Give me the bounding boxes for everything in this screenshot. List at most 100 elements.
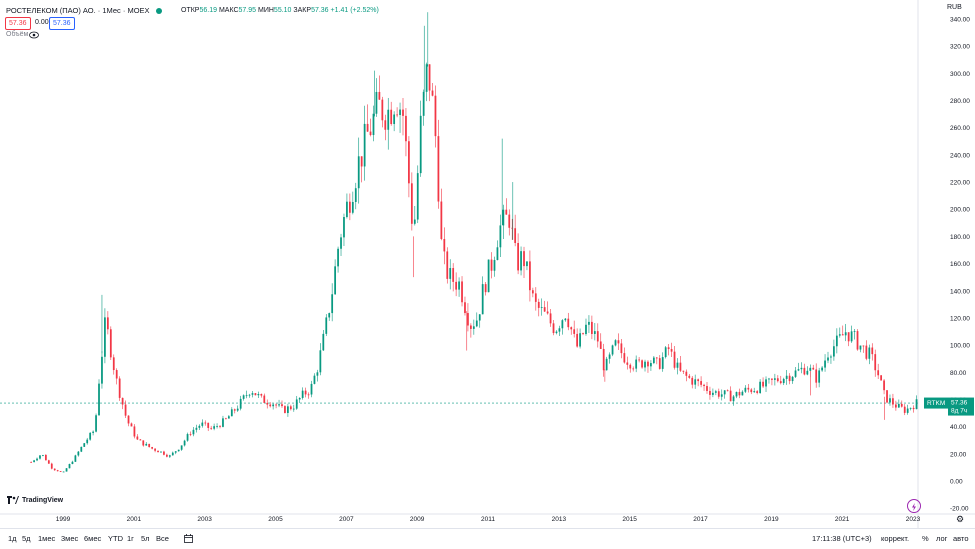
candle-body <box>644 361 646 368</box>
candle-body <box>334 266 337 295</box>
candle-body <box>422 91 425 116</box>
candle-body <box>573 329 576 334</box>
close-value: 57.36 <box>311 7 329 14</box>
candle-body <box>821 367 823 371</box>
candle-body <box>570 327 573 330</box>
candle-body <box>443 239 446 252</box>
candle-body <box>723 390 726 395</box>
candle-body <box>906 408 909 413</box>
candle-body <box>776 378 779 382</box>
percent-button[interactable]: % <box>922 534 929 543</box>
candle-body <box>95 415 97 432</box>
candle-body <box>611 345 614 355</box>
timeframe-6m[interactable]: 6мес <box>84 534 102 543</box>
candle-body <box>115 370 118 379</box>
symbol-title[interactable]: РОСТЕЛЕКОМ (ПАО) АО. · 1Мес · MOEX <box>6 6 150 15</box>
candle-body <box>384 120 387 130</box>
candle-body <box>903 406 906 413</box>
candle-body <box>585 324 587 335</box>
timeframe-5d[interactable]: 5д <box>22 534 31 543</box>
timeframe-1d[interactable]: 1д <box>8 534 17 543</box>
timeframe-5y[interactable]: 5л <box>141 534 150 543</box>
candle-body <box>56 470 59 472</box>
candle-body <box>735 391 738 397</box>
candle-body <box>30 461 33 463</box>
time-axis[interactable]: 1999 2001 2003 2005 2007 2009 2011 2013 2015 2017… <box>56 516 921 523</box>
timeframe-all[interactable]: Все <box>156 534 169 543</box>
candle-body <box>794 370 797 377</box>
candle-body <box>768 378 770 380</box>
candle-body <box>803 367 806 375</box>
candle-body <box>307 394 310 396</box>
candle-body <box>348 201 351 213</box>
candle-body <box>331 294 334 314</box>
candle-body <box>788 375 791 382</box>
candle-body <box>284 406 286 413</box>
ohlc-readout: ОТКР56.19 МАКС57.95 МИН55.10 ЗАКР57.36 +… <box>181 4 379 18</box>
adjust-button[interactable]: коррект. <box>881 534 910 543</box>
candle-body <box>106 317 109 330</box>
last-price-text: 57.36 <box>951 400 968 407</box>
candle-body <box>195 427 198 430</box>
candle-body <box>714 391 717 393</box>
candle-body <box>706 386 708 391</box>
candle-body <box>614 340 617 346</box>
candle-body <box>511 227 514 229</box>
timeframe-1y[interactable]: 1г <box>127 534 134 543</box>
buy-button[interactable]: 57.36 <box>49 17 75 30</box>
candle-body <box>889 398 891 403</box>
candle-body <box>847 332 850 342</box>
candle-body <box>233 409 236 411</box>
flash-icon[interactable] <box>907 499 921 513</box>
sell-button[interactable]: 57.36 <box>5 17 31 30</box>
high-label: МАКС <box>218 7 239 14</box>
candle-body <box>664 347 667 358</box>
open-value: 56.19 <box>199 7 217 14</box>
candle-body <box>647 361 649 367</box>
timeframe-3m[interactable]: 3мес <box>61 534 79 543</box>
candle-body <box>593 331 596 334</box>
candle-body <box>785 375 788 379</box>
timeframe-1m[interactable]: 1мес <box>38 534 56 543</box>
candle-body <box>880 375 883 381</box>
candle-body <box>242 395 245 399</box>
candle-body <box>537 301 540 308</box>
low-label: МИН <box>258 7 274 14</box>
candle-body <box>502 209 505 226</box>
candle-body <box>499 225 502 248</box>
candle-body <box>180 445 183 450</box>
date-range-icon[interactable] <box>184 534 193 543</box>
candle-body <box>481 284 484 315</box>
candle-body <box>729 390 732 402</box>
candle-body <box>319 350 322 373</box>
currency-label[interactable]: RUB <box>947 4 962 11</box>
candle-body <box>86 439 89 444</box>
candle-body <box>469 325 472 329</box>
candle-body <box>413 219 416 224</box>
candle-body <box>263 395 266 403</box>
candle-body <box>475 320 478 327</box>
price-tick-label: 80.00 <box>950 370 967 377</box>
candle-body <box>325 317 328 334</box>
price-axis[interactable]: 340.00 320.00 300.00 280.00 260.00 240.00 220.… <box>950 17 970 513</box>
candle-body <box>694 379 697 385</box>
time-tick-label: 2007 <box>339 516 354 523</box>
tradingview-logo[interactable]: TradingView <box>7 496 63 504</box>
candle-body <box>478 314 481 321</box>
gear-icon[interactable]: ⚙ <box>956 514 965 524</box>
candle-body <box>818 370 821 383</box>
volume-indicator-label[interactable]: Объём <box>6 31 29 38</box>
candle-body <box>166 454 168 457</box>
eye-icon[interactable] <box>29 31 39 39</box>
tradingview-wordmark: TradingView <box>22 496 64 504</box>
time-tick-label: 2023 <box>906 516 921 523</box>
candle-body <box>174 451 177 453</box>
clock[interactable]: 17:11:38 (UTC+3) <box>812 534 872 543</box>
candle-body <box>806 370 809 375</box>
auto-button[interactable]: авто <box>953 534 969 543</box>
candle-body <box>50 463 53 469</box>
timeframe-ytd[interactable]: YTD <box>108 534 123 543</box>
log-button[interactable]: лог <box>936 534 948 543</box>
candle-body <box>130 423 133 427</box>
